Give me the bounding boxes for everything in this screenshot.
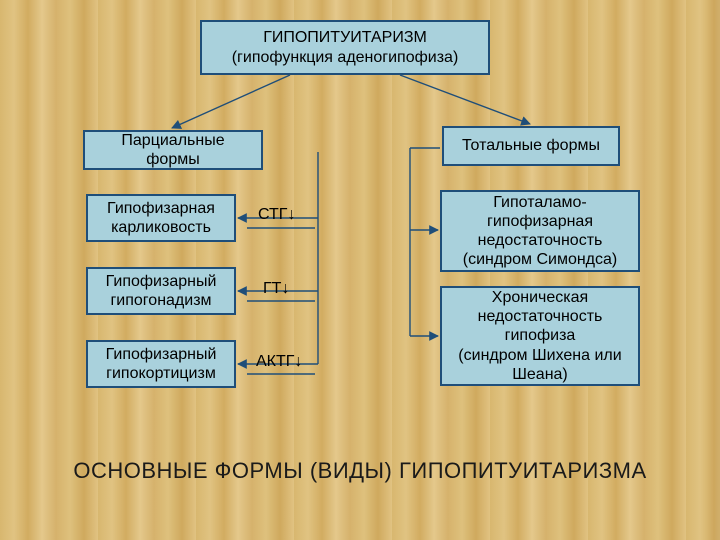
label-gt: ГТ↓ [263,280,289,298]
node-sheehan-text: Хроническая недостаточность гипофиза (си… [450,288,630,384]
footer-title: ОСНОВНЫЕ ФОРМЫ (ВИДЫ) ГИПОПИТУИТАРИЗМА [0,458,720,484]
node-hypogon-text: Гипофизарный гипогонадизм [96,272,226,310]
node-hypogon: Гипофизарный гипогонадизм [86,267,236,315]
node-total-text: Тотальные формы [462,136,600,155]
node-dwarf-text: Гипофизарная карликовость [96,199,226,237]
node-hypocort-text: Гипофизарный гипокортицизм [96,345,226,383]
label-sth: СТГ↓ [258,206,295,224]
label-acth: АКТГ↓ [256,353,302,371]
node-dwarf: Гипофизарная карликовость [86,194,236,242]
node-simmonds: Гипоталамо-гипофизарная недостаточность … [440,190,640,272]
node-partial-text: Парциальные формы [93,131,253,169]
node-total: Тотальные формы [442,126,620,166]
node-root-text: ГИПОПИТУИТАРИЗМ (гипофункция аденогипофи… [232,28,459,66]
node-root: ГИПОПИТУИТАРИЗМ (гипофункция аденогипофи… [200,20,490,75]
node-partial: Парциальные формы [83,130,263,170]
node-sheehan: Хроническая недостаточность гипофиза (си… [440,286,640,386]
node-hypocort: Гипофизарный гипокортицизм [86,340,236,388]
node-simmonds-text: Гипоталамо-гипофизарная недостаточность … [450,193,630,270]
